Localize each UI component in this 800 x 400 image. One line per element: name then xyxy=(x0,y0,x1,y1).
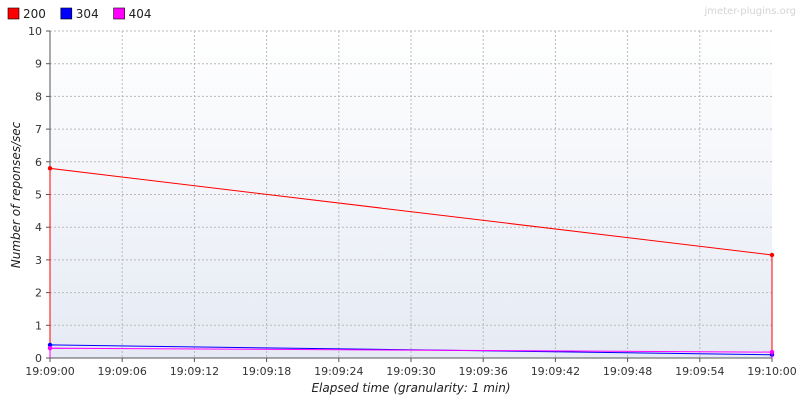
series-point-304 xyxy=(47,342,53,348)
y-tick-label: 10 xyxy=(28,25,42,38)
series-point-200 xyxy=(47,166,53,171)
grid xyxy=(50,30,772,358)
y-tick-label: 5 xyxy=(35,189,42,202)
legend-label-200: 200 xyxy=(23,7,46,21)
x-tick-label: 19:10:00 xyxy=(747,365,796,378)
legend-label-404: 404 xyxy=(129,7,152,21)
y-tick-label: 7 xyxy=(35,123,42,136)
series-point-404 xyxy=(769,349,775,355)
y-axis-title: Number of reponses/sec xyxy=(9,121,23,268)
x-tick-label: 19:09:54 xyxy=(675,365,724,378)
y-tick-label: 6 xyxy=(35,156,42,169)
legend: 200 304 404 xyxy=(7,7,152,21)
x-tick-label: 19:09:18 xyxy=(242,365,291,378)
x-tick-label: 19:09:06 xyxy=(97,365,146,378)
legend-swatch-304 xyxy=(60,7,73,20)
x-tick-label: 19:09:24 xyxy=(314,365,363,378)
x-tick-label: 19:09:48 xyxy=(603,365,652,378)
x-tick-label: 19:09:12 xyxy=(170,365,219,378)
y-tick-label: 3 xyxy=(35,254,42,267)
y-tick-label: 1 xyxy=(35,319,42,332)
legend-swatch-404 xyxy=(113,7,125,20)
y-tick-label: 0 xyxy=(35,352,42,365)
x-axis-title: Elapsed time (granularity: 1 min) xyxy=(311,381,510,395)
x-tick-label: 19:09:36 xyxy=(458,365,507,378)
x-tick-label: 19:09:42 xyxy=(531,365,580,378)
x-tick-label: 19:09:30 xyxy=(386,365,435,378)
y-tick-label: 9 xyxy=(35,58,42,71)
y-tick-label: 8 xyxy=(35,90,42,103)
series-point-200 xyxy=(769,252,775,258)
watermark: jmeter-plugins.org xyxy=(703,6,796,17)
x-tick-label: 19:09:00 xyxy=(25,365,74,378)
y-tick-label: 4 xyxy=(35,221,42,234)
series-point-404 xyxy=(47,345,53,351)
series xyxy=(47,166,775,358)
series-line-200 xyxy=(49,167,773,358)
tick-labels: 19:09:00 19:09:06 19:09:12 19:09:18 19:09:24… xyxy=(25,25,796,378)
legend-label-304: 304 xyxy=(76,7,99,21)
legend-swatch-200 xyxy=(7,7,20,20)
y-tick-label: 2 xyxy=(35,287,42,300)
series-line-404 xyxy=(49,347,773,358)
